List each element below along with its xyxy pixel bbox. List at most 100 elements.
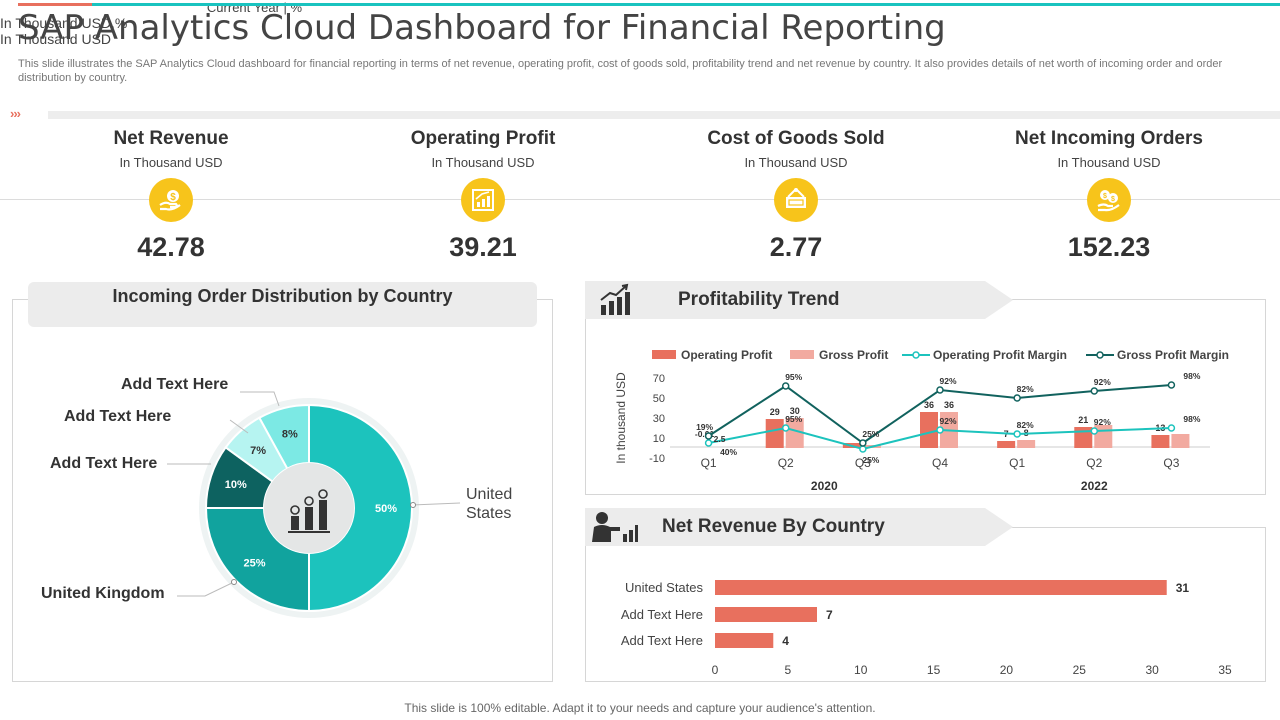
bar-operating-profit: [1151, 435, 1170, 448]
line-point: [936, 426, 944, 434]
svg-text:$: $: [1111, 196, 1115, 203]
kpi-value: 42.78: [137, 232, 205, 262]
sold-sign-icon: [774, 178, 818, 222]
line-point: [859, 439, 867, 447]
bar-operating-profit: [997, 441, 1016, 448]
page-title: SAP Analytics Cloud Dashboard for Financ…: [18, 8, 946, 48]
line-value-label: 25%: [862, 455, 879, 465]
kpi-unit: In Thousand USD: [1057, 155, 1161, 170]
bar-value-label: 36: [924, 400, 934, 410]
line-value-label: 92%: [939, 416, 956, 426]
top-accent-red: [18, 3, 92, 6]
divider-band: [48, 111, 1280, 119]
x-tick-label: 25: [1073, 663, 1087, 677]
kpi-unit: In Thousand USD: [119, 155, 223, 170]
donut-slice-label: 7%: [250, 445, 266, 457]
legend-label: Gross Profit: [819, 348, 888, 362]
x-tick-label: 20: [1000, 663, 1014, 677]
growth-chart-icon: [461, 178, 505, 222]
kpi-title: Net Revenue: [113, 128, 229, 149]
kpi-title: Cost of Goods Sold: [707, 128, 885, 149]
line-point: [1013, 394, 1021, 402]
line-point: [704, 432, 713, 440]
chevrons-icon: ›››: [10, 106, 21, 121]
kpi-divider: [0, 199, 1280, 200]
bar-value-label: 36: [944, 400, 954, 410]
kpi-net-incoming-orders: Net Incoming Orders In Thousand USD $ $ 1…: [979, 128, 1239, 263]
y-tick-label: 50: [653, 393, 665, 405]
x-tick-label: 15: [927, 663, 941, 677]
line-value-label: -0.01: [695, 429, 715, 439]
x-group-label: 2022: [1081, 479, 1108, 493]
trend-chart-icon: [600, 283, 630, 315]
line-point: [936, 386, 944, 394]
legend-marker: [1096, 351, 1104, 359]
legend-marker: [912, 351, 920, 359]
revenue-bar: [715, 633, 774, 648]
bar-value-label: 21: [1078, 415, 1088, 425]
donut-slice-label: 8%: [282, 428, 298, 440]
y-tick-label: -10: [649, 453, 665, 465]
line-point: [781, 382, 790, 390]
svg-text:$: $: [170, 192, 176, 203]
bar-value-label: 7: [826, 608, 833, 622]
line-point: [1013, 430, 1021, 438]
kpi-unit: In Thousand USD: [744, 155, 848, 170]
kpi-unit: In Thousand USD: [431, 155, 535, 170]
y-tick-label: 10: [653, 433, 665, 445]
profitability-panel: [585, 299, 1266, 495]
bar-operating-profit: [765, 419, 784, 448]
x-tick-label: Q1: [701, 456, 717, 470]
bar-operating-profit: [1074, 427, 1093, 448]
x-tick-label: Q2: [778, 456, 794, 470]
x-tick-label: 0: [712, 663, 719, 677]
legend-swatch: [652, 350, 676, 359]
chart-bars-icon: [288, 489, 330, 533]
label-add-text-1: Add Text Here: [121, 376, 229, 393]
legend-swatch: [790, 350, 814, 359]
kpi-title: Net Incoming Orders: [1015, 128, 1203, 149]
bar-gross-profit: [1171, 434, 1190, 448]
leader-line: [229, 419, 249, 434]
bar-operating-profit: [920, 412, 938, 448]
leader-line: [240, 391, 280, 407]
line-value-label: 25%: [862, 429, 879, 439]
profitability-unit: In Thousand USD,%: [0, 15, 128, 31]
profitability-header-shape: [585, 281, 1013, 319]
donut-slice-label: 25%: [244, 557, 266, 569]
category-label: United States: [625, 580, 704, 595]
coins-hand-icon: $ $: [1087, 178, 1131, 222]
line-point: [704, 439, 713, 447]
page-subtitle: This slide illustrates the SAP Analytics…: [18, 58, 1223, 84]
label-add-text-3: Add Text Here: [50, 455, 158, 472]
x-tick-label: 5: [785, 663, 792, 677]
legend-label: Gross Profit Margin: [1117, 348, 1229, 362]
footer-note: This slide is 100% editable. Adapt it to…: [404, 701, 876, 715]
leader-line: [411, 502, 461, 506]
label-united-kingdom: United Kingdom: [41, 585, 165, 602]
line-point: [859, 445, 867, 453]
leader-dot: [410, 502, 416, 508]
x-tick-label: 30: [1145, 663, 1159, 677]
x-tick-label: Q3: [1163, 456, 1179, 470]
bar-value-label: 31: [1176, 581, 1190, 595]
line-point: [1090, 387, 1099, 395]
y-tick-label: 30: [653, 413, 665, 425]
donut-slice: [258, 403, 310, 470]
top-accent-teal: [92, 3, 1280, 6]
kpi-value: 152.23: [1067, 232, 1151, 262]
label-united-states: United States: [466, 486, 513, 522]
line-value-label: 98%: [1183, 414, 1200, 424]
svg-text:$: $: [1103, 193, 1107, 200]
kpi-net-revenue: Net Revenue In Thousand USD $ 42.78: [41, 128, 301, 263]
x-tick-label: 10: [854, 663, 868, 677]
x-group-label: 2020: [811, 479, 838, 493]
net-revenue-title: Net Revenue By Country: [662, 516, 885, 537]
x-tick-label: Q3: [855, 456, 871, 470]
net-revenue-unit: In Thousand USD: [0, 31, 112, 47]
category-label: Add Text Here: [621, 633, 703, 648]
donut-slice-label: 10%: [225, 479, 247, 491]
line-value-label: 82%: [1017, 420, 1034, 430]
line-value-label: 95%: [785, 414, 802, 424]
line-value-label: 92%: [939, 376, 956, 386]
